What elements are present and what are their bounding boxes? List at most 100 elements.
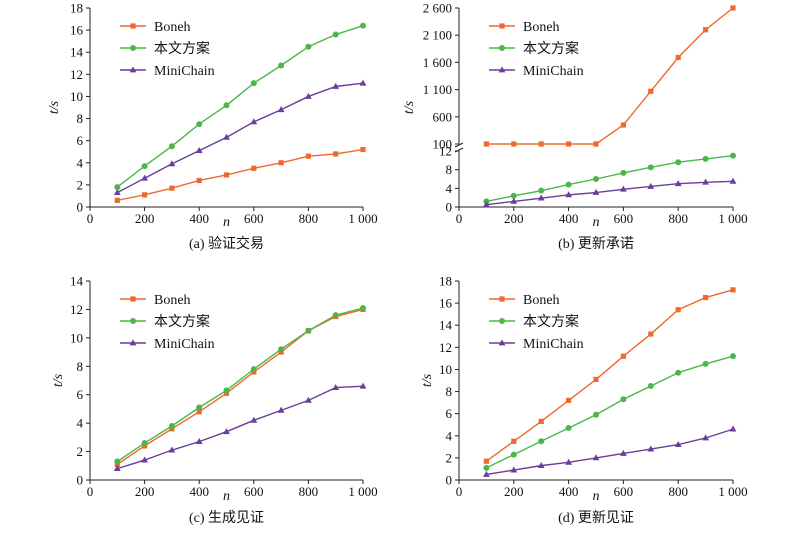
data-point	[223, 428, 230, 435]
data-point	[483, 464, 490, 471]
data-point	[593, 141, 599, 147]
data-point	[620, 122, 626, 128]
x-tick-label: 0	[87, 211, 94, 226]
data-point	[510, 197, 518, 204]
data-point	[702, 360, 709, 367]
axis-break-mark	[454, 142, 464, 148]
data-point	[648, 88, 654, 94]
data-point	[675, 54, 681, 61]
x-tick-label: 200	[135, 484, 155, 499]
data-point	[114, 458, 121, 465]
data-point	[592, 188, 600, 195]
y-tick-label: 2	[77, 444, 84, 459]
y-tick-label: 8	[77, 359, 84, 374]
legend-label: 本文方案	[523, 313, 579, 330]
data-point	[250, 118, 258, 125]
data-point	[483, 470, 490, 477]
x-tick-label: 400	[189, 484, 209, 499]
data-point	[537, 194, 545, 201]
y-tick-label: 6	[446, 406, 453, 421]
legend-label: MiniChain	[154, 337, 215, 352]
data-point	[510, 451, 517, 458]
data-point	[333, 151, 339, 157]
data-point	[332, 384, 340, 391]
data-point	[277, 406, 285, 413]
panel-caption: (c) 生成见证	[189, 510, 264, 526]
x-axis-label: n	[593, 489, 600, 504]
data-point	[620, 396, 627, 403]
data-point	[114, 184, 121, 191]
y-tick-label: 12	[439, 144, 452, 159]
legend-marker	[130, 318, 136, 324]
legend-marker	[130, 45, 136, 51]
data-point	[332, 312, 339, 319]
data-point	[647, 445, 655, 452]
data-point	[141, 440, 148, 447]
x-axis-label: n	[223, 489, 230, 504]
data-point	[620, 185, 627, 192]
y-tick-label: 2 600	[423, 1, 452, 16]
data-point	[729, 425, 737, 432]
x-tick-label: 600	[614, 484, 634, 499]
data-point	[648, 331, 654, 337]
data-point	[675, 159, 682, 166]
data-point	[730, 353, 736, 360]
legend-label: Boneh	[523, 20, 560, 35]
series-line	[116, 307, 364, 463]
data-point	[537, 462, 545, 469]
data-point	[305, 43, 312, 50]
data-point	[730, 5, 736, 11]
data-point	[566, 397, 572, 403]
x-tick-label: 1 000	[718, 484, 747, 499]
data-point	[196, 404, 203, 411]
data-point	[305, 92, 312, 99]
series-line	[486, 355, 734, 469]
data-point	[729, 177, 737, 184]
legend-marker	[498, 339, 506, 346]
data-point	[702, 434, 709, 441]
y-tick-label: 16	[70, 23, 84, 38]
y-tick-label: 10	[70, 89, 83, 104]
data-point	[730, 287, 736, 293]
data-point	[250, 80, 257, 87]
x-tick-label: 1 000	[348, 484, 377, 499]
legend-marker	[130, 23, 136, 29]
y-tick-label: 18	[70, 1, 83, 16]
x-tick-label: 400	[559, 211, 579, 226]
series-line	[116, 82, 364, 194]
data-point	[674, 441, 682, 448]
data-point	[538, 187, 545, 194]
y-axis-label: t/s	[420, 373, 435, 387]
data-point	[593, 376, 599, 382]
y-tick-label: 4	[77, 155, 84, 170]
data-point	[620, 169, 627, 176]
data-point	[251, 165, 257, 171]
data-point	[195, 147, 203, 154]
y-axis-label: t/s	[51, 373, 66, 387]
data-point	[538, 438, 545, 445]
x-tick-label: 200	[504, 484, 524, 499]
data-point	[538, 141, 544, 147]
data-point	[168, 160, 176, 167]
y-tick-label: 1 600	[423, 55, 452, 70]
data-point	[702, 178, 709, 185]
x-tick-label: 0	[456, 484, 463, 499]
legend-label: 本文方案	[523, 40, 579, 57]
y-tick-label: 8	[446, 162, 453, 177]
data-point	[196, 121, 203, 128]
data-point	[223, 102, 230, 109]
data-point	[360, 305, 366, 312]
legend-label: MiniChain	[523, 337, 584, 352]
data-point	[675, 307, 681, 313]
x-tick-label: 400	[189, 211, 209, 226]
data-point	[114, 197, 120, 203]
x-axis-label: n	[223, 215, 230, 230]
y-tick-label: 600	[433, 109, 453, 124]
data-point	[510, 466, 518, 473]
y-tick-label: 14	[439, 318, 453, 333]
legend-marker	[499, 318, 505, 324]
data-point	[592, 454, 600, 461]
y-tick-label: 10	[439, 362, 452, 377]
